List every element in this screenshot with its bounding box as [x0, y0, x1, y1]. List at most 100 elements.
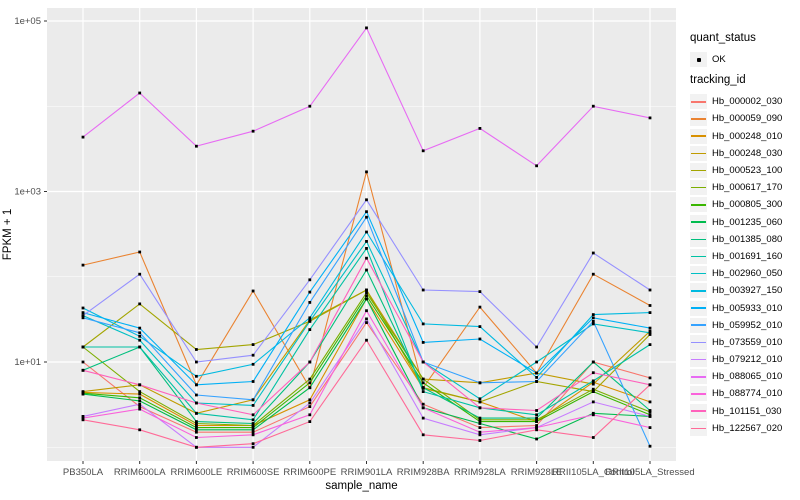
data-point — [308, 360, 312, 364]
data-point — [478, 305, 482, 309]
data-point — [308, 386, 312, 390]
data-point — [421, 149, 425, 153]
x-tick-label: PB350LA — [63, 467, 104, 478]
data-point — [535, 164, 538, 168]
data-point — [421, 402, 425, 406]
data-point — [251, 422, 255, 425]
data-point — [478, 430, 482, 434]
data-point — [308, 377, 312, 381]
data-point — [251, 430, 255, 434]
data-point — [138, 396, 142, 400]
legend-line-icon — [691, 341, 706, 344]
data-point — [648, 415, 652, 418]
data-point — [535, 437, 538, 441]
data-point — [81, 316, 85, 320]
data-point — [535, 416, 538, 420]
legend-item-label: Hb_000248_030 — [712, 147, 783, 159]
data-point — [308, 328, 312, 331]
data-point — [365, 215, 368, 219]
data-point — [195, 436, 198, 439]
legend-item: Hb_059952_010 — [690, 317, 798, 334]
x-tick-label: RRIM901LA — [341, 467, 393, 478]
point-icon — [696, 57, 701, 62]
data-point — [251, 442, 255, 446]
legend-item: Hb_088774_010 — [690, 385, 798, 402]
legend-item-label: Hb_000805_300 — [712, 199, 783, 211]
legend-key — [690, 94, 707, 110]
data-point — [535, 380, 538, 383]
data-point — [195, 420, 198, 423]
legend-item: Hb_000248_010 — [690, 128, 798, 145]
data-point — [365, 291, 368, 295]
data-point — [195, 383, 198, 387]
legend-tracking-id-items: Hb_000002_030 Hb_000059_090 Hb_000248_010 H… — [690, 93, 798, 437]
data-point — [365, 256, 368, 260]
x-tick-label: RRIM928LE — [511, 467, 563, 478]
legend-item: Hb_000248_030 — [690, 145, 798, 162]
data-point — [138, 91, 142, 95]
data-point — [478, 127, 482, 130]
legend-item-label: Hb_001385_080 — [712, 233, 783, 245]
data-point — [478, 325, 482, 328]
legend-item-label: Hb_079212_010 — [712, 354, 783, 366]
legend-key — [690, 334, 707, 350]
legend-item: Hb_000002_030 — [690, 93, 798, 110]
legend-item: Hb_000805_300 — [690, 196, 798, 213]
legend-item: Hb_073559_010 — [690, 334, 798, 351]
legend-key — [690, 300, 707, 316]
data-point — [365, 26, 368, 30]
legend-line-icon — [691, 376, 706, 378]
legend-line-icon — [691, 135, 706, 137]
data-point — [138, 331, 142, 335]
data-point — [308, 290, 312, 294]
legend-line-icon — [691, 427, 706, 430]
data-point — [478, 439, 482, 442]
data-point — [195, 428, 198, 432]
legend-key — [690, 163, 707, 179]
data-point — [648, 376, 652, 380]
legend-item-label: Hb_122567_020 — [712, 422, 783, 434]
data-point — [535, 413, 538, 417]
data-point — [81, 306, 85, 310]
data-point — [591, 371, 595, 375]
data-point — [365, 317, 368, 321]
data-point — [648, 331, 652, 335]
data-point — [365, 321, 368, 324]
data-point — [535, 418, 538, 422]
legend-item: Hb_003927_150 — [690, 282, 798, 299]
data-point — [591, 316, 595, 320]
data-point — [251, 353, 255, 357]
legend-item: Hb_001691_160 — [690, 248, 798, 265]
legend-line-icon — [691, 221, 706, 223]
x-tick-label: RRIM928BA — [397, 467, 450, 478]
y-tick-label: 1e+05 — [14, 16, 41, 27]
data-point — [308, 401, 312, 405]
data-point — [81, 263, 85, 267]
legend-key — [690, 369, 707, 385]
data-point — [648, 400, 652, 404]
legend-line-icon — [691, 290, 706, 292]
data-point — [251, 445, 255, 449]
legend-item: Hb_002960_050 — [690, 265, 798, 282]
data-point — [648, 326, 652, 330]
legend-item: Hb_000617_170 — [690, 179, 798, 196]
legend-key — [690, 128, 707, 144]
data-point — [251, 398, 255, 402]
legend-line-icon — [691, 186, 706, 189]
data-point — [195, 424, 198, 427]
data-point — [591, 272, 595, 276]
data-point — [591, 411, 595, 415]
data-point — [81, 360, 85, 364]
data-point — [535, 420, 538, 423]
data-point — [251, 433, 255, 437]
legend-key — [690, 266, 707, 282]
legend: quant_status OK tracking_id Hb_000002_03… — [690, 26, 798, 437]
legend-item: Hb_101151_030 — [690, 403, 798, 420]
data-point — [308, 381, 312, 385]
legend-item-label: Hb_059952_010 — [712, 319, 783, 331]
data-point — [308, 104, 312, 108]
data-point — [591, 360, 595, 364]
legend-item-label: Hb_088065_010 — [712, 371, 783, 383]
data-point — [138, 383, 142, 387]
legend-key — [690, 283, 707, 299]
